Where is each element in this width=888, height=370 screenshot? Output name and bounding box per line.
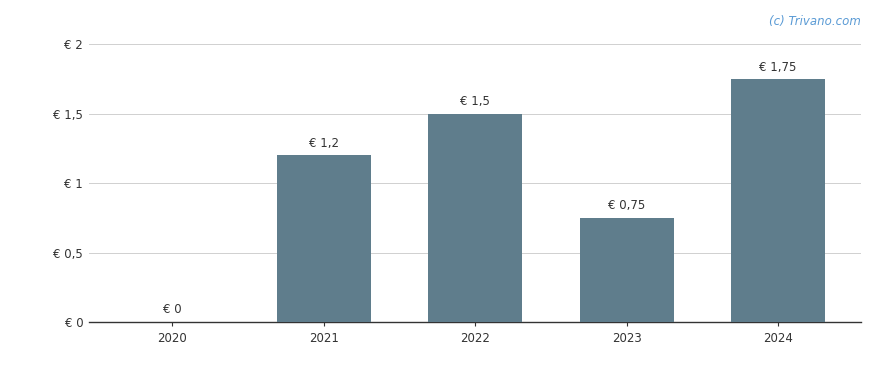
Text: (c) Trivano.com: (c) Trivano.com bbox=[770, 15, 861, 28]
Text: € 0,75: € 0,75 bbox=[608, 199, 646, 212]
Bar bbox=[731, 79, 825, 322]
Bar bbox=[428, 114, 522, 322]
Bar bbox=[580, 218, 673, 322]
Text: € 0: € 0 bbox=[163, 303, 181, 316]
Text: € 1,75: € 1,75 bbox=[759, 61, 797, 74]
Text: € 1,5: € 1,5 bbox=[460, 95, 490, 108]
Text: € 1,2: € 1,2 bbox=[309, 137, 338, 150]
Bar bbox=[277, 155, 370, 322]
